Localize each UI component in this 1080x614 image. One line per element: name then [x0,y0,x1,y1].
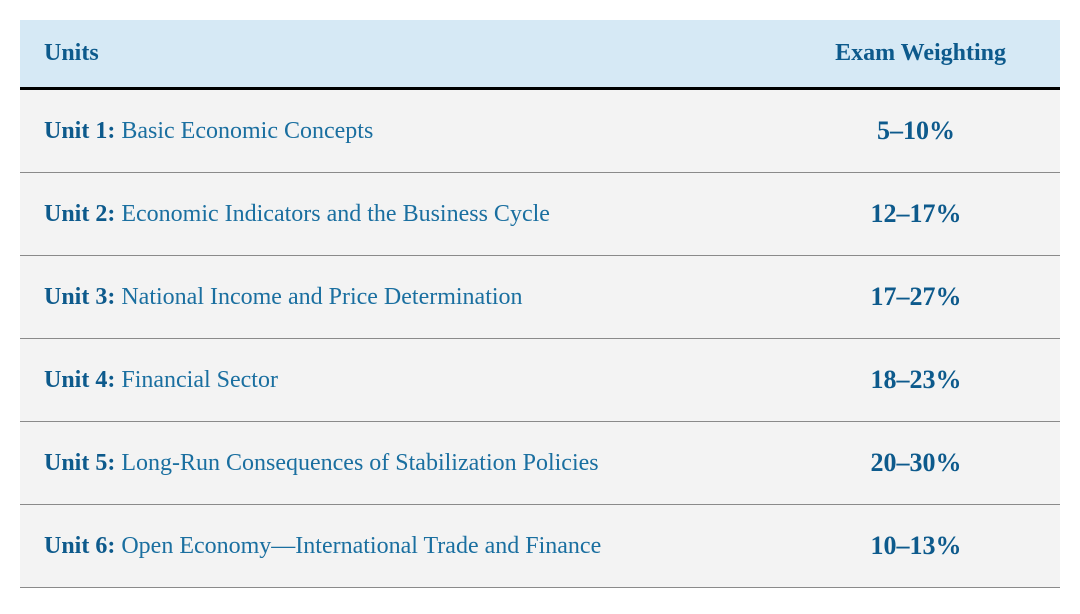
weighting-cell: 20–30% [796,448,1036,478]
unit-title: Basic Economic Concepts [121,118,373,144]
unit-title: Financial Sector [121,367,278,393]
unit-cell: Unit 1: Basic Economic Concepts [44,118,796,145]
unit-label: Unit 3: [44,284,115,310]
weighting-cell: 17–27% [796,282,1036,312]
unit-title: Economic Indicators and the Business Cyc… [121,201,550,227]
table-row: Unit 6: Open Economy—International Trade… [20,505,1060,588]
table-header-row: Units Exam Weighting [20,20,1060,90]
column-header-weighting: Exam Weighting [835,40,1036,67]
unit-cell: Unit 6: Open Economy—International Trade… [44,533,796,560]
unit-cell: Unit 3: National Income and Price Determ… [44,284,796,311]
weighting-cell: 12–17% [796,199,1036,229]
unit-label: Unit 1: [44,118,115,144]
unit-cell: Unit 4: Financial Sector [44,367,796,394]
weighting-cell: 5–10% [796,116,1036,146]
unit-cell: Unit 5: Long-Run Consequences of Stabili… [44,450,796,477]
table-row: Unit 5: Long-Run Consequences of Stabili… [20,422,1060,505]
unit-cell: Unit 2: Economic Indicators and the Busi… [44,201,796,228]
table-row: Unit 3: National Income and Price Determ… [20,256,1060,339]
unit-label: Unit 5: [44,450,115,476]
table-row: Unit 4: Financial Sector 18–23% [20,339,1060,422]
column-header-units: Units [44,40,835,67]
units-weighting-table: Units Exam Weighting Unit 1: Basic Econo… [20,20,1060,588]
unit-label: Unit 4: [44,367,115,393]
table-row: Unit 1: Basic Economic Concepts 5–10% [20,90,1060,173]
unit-title: Long-Run Consequences of Stabilization P… [121,450,598,476]
unit-label: Unit 2: [44,201,115,227]
unit-title: Open Economy—International Trade and Fin… [121,533,601,559]
unit-title: National Income and Price Determination [121,284,522,310]
weighting-cell: 18–23% [796,365,1036,395]
unit-label: Unit 6: [44,533,115,559]
table-row: Unit 2: Economic Indicators and the Busi… [20,173,1060,256]
weighting-cell: 10–13% [796,531,1036,561]
